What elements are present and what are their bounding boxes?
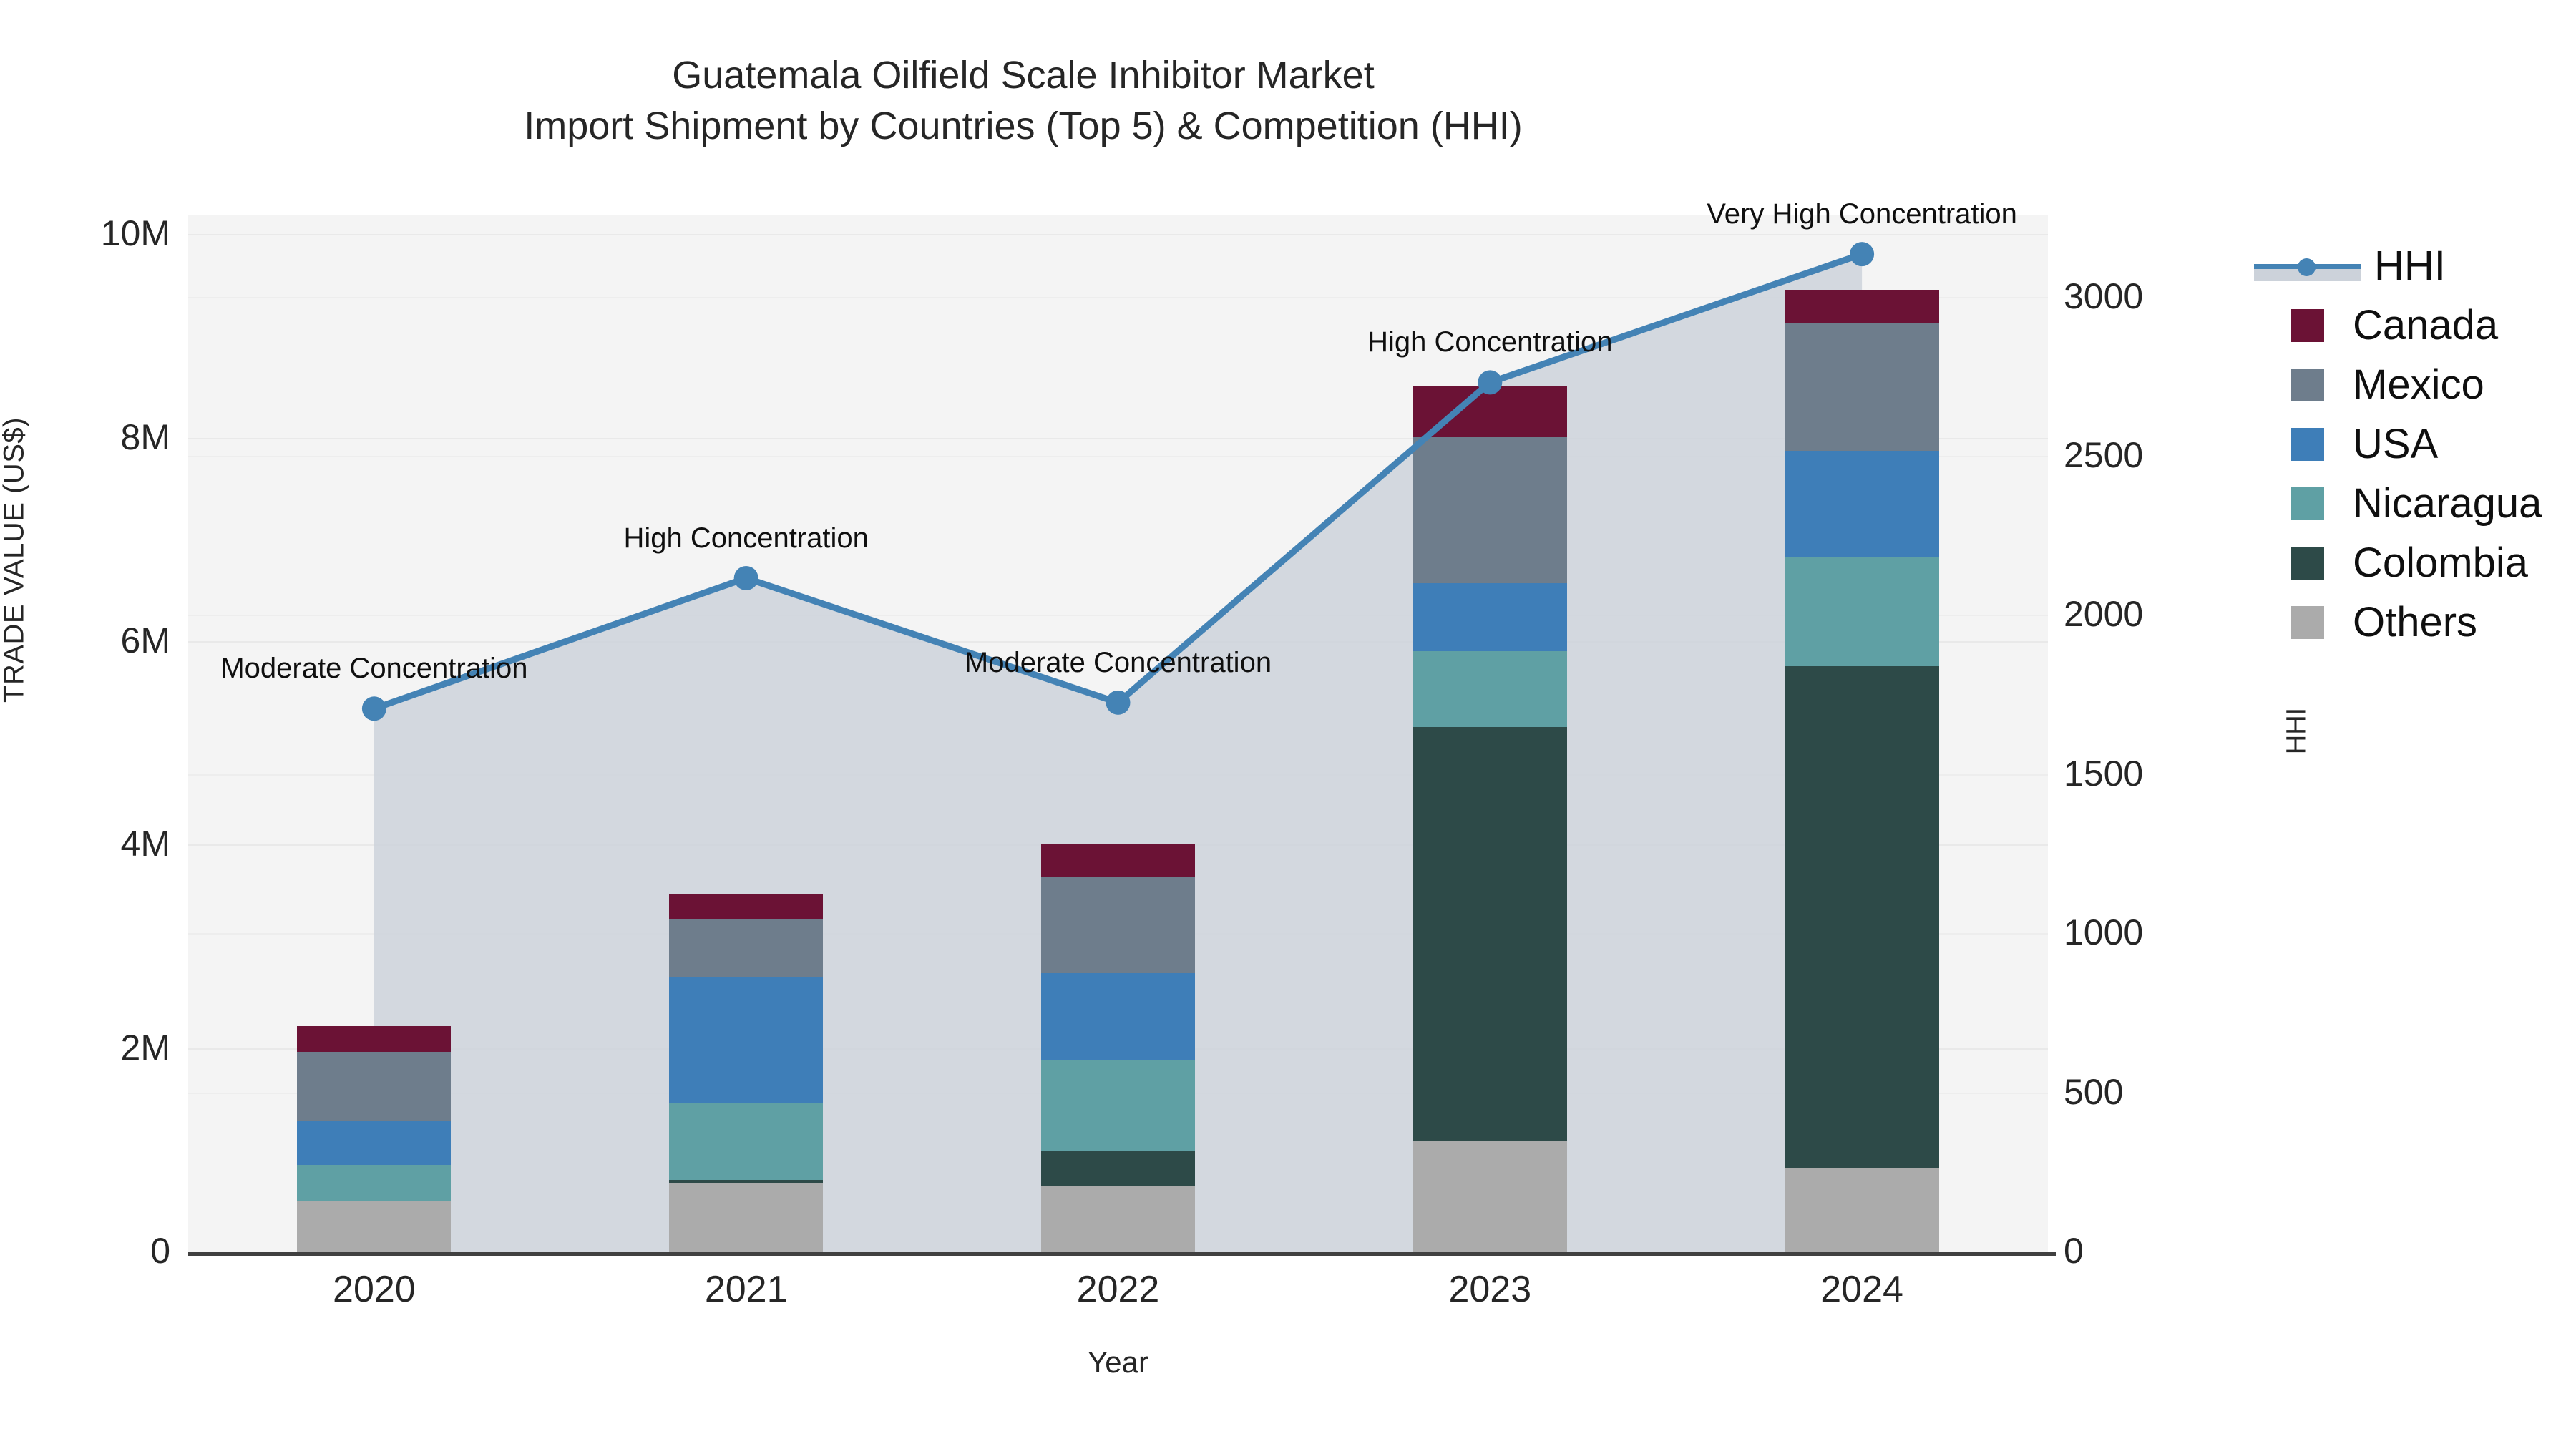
bar-segment-canada-2020[interactable] — [297, 1026, 452, 1052]
gridline — [188, 437, 2048, 439]
legend-label: USA — [2353, 420, 2439, 467]
bar-segment-others-2023[interactable] — [1413, 1140, 1567, 1252]
page-title: Guatemala Oilfield Scale Inhibitor Marke… — [672, 54, 1375, 97]
legend-label: Mexico — [2353, 361, 2484, 408]
hhi-annotation-2021: High Concentration — [623, 522, 869, 554]
bar-segment-others-2024[interactable] — [1785, 1168, 1939, 1252]
legend-item-canada[interactable]: Canada — [2254, 296, 2542, 355]
legend-label: Others — [2353, 598, 2478, 645]
legend-item-mexico[interactable]: Mexico — [2254, 355, 2542, 414]
y-axis-right-tick-label: 1500 — [2064, 753, 2144, 794]
y-axis-left-tick-label: 8M — [120, 416, 170, 457]
bar-segment-nicaragua-2021[interactable] — [669, 1103, 824, 1181]
bar-segment-canada-2022[interactable] — [1041, 843, 1195, 877]
legend-swatch-icon — [2291, 427, 2324, 461]
y-axis-left-tick-label: 2M — [120, 1027, 170, 1068]
gridline-secondary — [188, 296, 2048, 298]
hhi-point-2024[interactable] — [1850, 242, 1875, 267]
plot-area: Moderate Concentration High Concentration… — [188, 198, 2048, 1252]
bar-segment-others-2021[interactable] — [669, 1183, 824, 1252]
y-axis-right-tick-label: 3000 — [2064, 275, 2144, 316]
bar-segment-others-2022[interactable] — [1041, 1186, 1195, 1252]
hhi-point-2023[interactable] — [1478, 370, 1503, 395]
bar-segment-usa-2022[interactable] — [1041, 973, 1195, 1060]
bar-segment-colombia-2022[interactable] — [1041, 1151, 1195, 1186]
bar-segment-mexico-2024[interactable] — [1785, 323, 1939, 451]
y-axis-right-tick-label: 2000 — [2064, 594, 2144, 635]
legend-item-others[interactable]: Others — [2254, 592, 2542, 652]
bar-segment-mexico-2022[interactable] — [1041, 877, 1195, 974]
y-axis-left-tick-label: 6M — [120, 620, 170, 661]
legend-label: HHI — [2374, 242, 2446, 289]
legend-item-usa[interactable]: USA — [2254, 414, 2542, 474]
bar-segment-colombia-2024[interactable] — [1785, 666, 1939, 1168]
legend-swatch-icon — [2291, 308, 2324, 342]
hhi-annotation-2024: Very High Concentration — [1707, 198, 2017, 230]
y-axis-right-tick-label: 2500 — [2064, 435, 2144, 476]
y-axis-left-tick-label: 10M — [100, 213, 170, 254]
x-axis-tick-label-2021: 2021 — [704, 1269, 788, 1310]
legend-swatch-icon — [2291, 546, 2324, 580]
bar-segment-nicaragua-2023[interactable] — [1413, 650, 1567, 728]
bar-segment-usa-2020[interactable] — [297, 1121, 452, 1165]
bar-segment-others-2020[interactable] — [297, 1201, 452, 1252]
y-axis-right-tick-label: 500 — [2064, 1071, 2124, 1112]
bar-segment-canada-2024[interactable] — [1785, 290, 1939, 324]
x-axis-tick-label-2022: 2022 — [1076, 1269, 1160, 1310]
legend: HHI Canada Mexico USA Nicaragua Colombia Other… — [2254, 236, 2542, 652]
hhi-point-2021[interactable] — [733, 565, 758, 590]
bar-segment-nicaragua-2022[interactable] — [1041, 1060, 1195, 1152]
x-axis-tick-label-2023: 2023 — [1448, 1269, 1532, 1310]
hhi-point-2022[interactable] — [1106, 690, 1131, 715]
x-axis-tick-label-2024: 2024 — [1820, 1269, 1903, 1310]
y-axis-right-tick-label: 1000 — [2064, 912, 2144, 953]
bar-segment-nicaragua-2024[interactable] — [1785, 557, 1939, 667]
legend-label: Canada — [2353, 301, 2499, 348]
legend-label: Nicaragua — [2353, 479, 2542, 527]
y-axis-right-title: HHI — [2281, 707, 2312, 755]
legend-label: Colombia — [2353, 539, 2528, 586]
legend-item-hhi[interactable]: HHI — [2254, 236, 2542, 296]
chart-subtitle: Import Shipment by Countries (Top 5) & C… — [524, 104, 1523, 148]
hhi-point-2020[interactable] — [361, 696, 386, 721]
x-axis-tick-label-2020: 2020 — [333, 1269, 416, 1310]
y-axis-left-title: TRADE VALUE (US$) — [0, 417, 30, 703]
bar-segment-colombia-2021[interactable] — [669, 1180, 824, 1184]
x-axis-line — [188, 1252, 2056, 1256]
legend-swatch-icon — [2291, 605, 2324, 639]
hhi-annotation-2022: Moderate Concentration — [964, 646, 1272, 678]
x-axis-title: Year — [1088, 1345, 1148, 1379]
gridline — [188, 234, 2048, 236]
bar-segment-usa-2024[interactable] — [1785, 450, 1939, 558]
hhi-annotation-2023: High Concentration — [1367, 326, 1613, 358]
bar-segment-canada-2021[interactable] — [669, 894, 824, 920]
y-axis-right-tick-label: 0 — [2064, 1231, 2084, 1271]
legend-swatch-icon — [2291, 487, 2324, 520]
gridline-secondary — [188, 456, 2048, 458]
y-axis-left-tick-label: 0 — [150, 1231, 170, 1271]
gridline-secondary — [188, 615, 2048, 617]
bar-segment-mexico-2020[interactable] — [297, 1051, 452, 1121]
bar-segment-usa-2023[interactable] — [1413, 582, 1567, 651]
gridline — [188, 641, 2048, 643]
y-axis-left-tick-label: 4M — [120, 824, 170, 864]
bar-segment-colombia-2023[interactable] — [1413, 727, 1567, 1141]
bar-segment-mexico-2023[interactable] — [1413, 437, 1567, 583]
hhi-annotation-2020: Moderate Concentration — [220, 653, 528, 685]
chart-title-block: Guatemala Oilfield Scale Inhibitor Marke… — [0, 50, 2046, 152]
bar-segment-usa-2021[interactable] — [669, 976, 824, 1104]
bar-segment-mexico-2021[interactable] — [669, 919, 824, 977]
bar-segment-nicaragua-2020[interactable] — [297, 1164, 452, 1201]
legend-line-marker-icon — [2254, 250, 2361, 283]
legend-item-nicaragua[interactable]: Nicaragua — [2254, 474, 2542, 533]
legend-item-colombia[interactable]: Colombia — [2254, 533, 2542, 592]
legend-swatch-icon — [2291, 368, 2324, 401]
